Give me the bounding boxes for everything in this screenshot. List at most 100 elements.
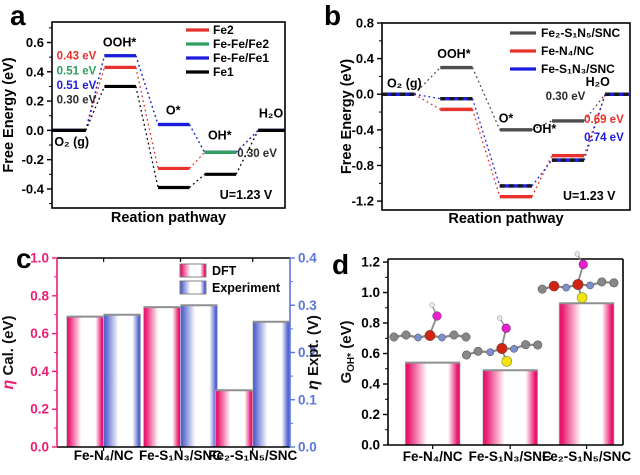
right-tick-label: 0.4: [298, 251, 317, 266]
right-tick-label: 0.1: [298, 392, 317, 407]
legend-label: DFT: [212, 264, 237, 278]
molecule-model-icon: [389, 302, 471, 342]
atom: [548, 280, 560, 292]
y-tick-label: 0.0: [361, 438, 380, 453]
y-tick-label: -0.4: [22, 181, 45, 196]
connector: [471, 67, 501, 131]
connector: [85, 55, 106, 131]
panel-letter-d: d: [332, 249, 350, 280]
atom: [572, 279, 584, 290]
hydrogen-atom: [497, 315, 503, 321]
connector: [583, 94, 606, 161]
molecule-model-icon: [537, 251, 619, 303]
energy-diagram-b: 0.8 0.4 0.0 -0.4 -0.8 -1.2 Free Energy (eV) Rea…: [339, 16, 631, 227]
category-label: Fe₂-S₁N₅/SNC: [542, 449, 631, 464]
y-tick-label: 0.4: [26, 64, 45, 79]
y-tick-label: 0.6: [26, 35, 44, 50]
state-label: H₂O: [586, 75, 611, 89]
hydrogen-atom: [429, 302, 435, 308]
state-label: OH*: [533, 122, 557, 136]
atom: [461, 332, 471, 342]
panel-a: a 0.6 0.4 0.2 0.0 -0.2 -0.4 Free Energy (eV) Re…: [0, 0, 320, 238]
connector: [583, 93, 606, 122]
connector: [531, 159, 553, 187]
oxygen-atom: [578, 259, 588, 270]
connector: [135, 55, 159, 125]
category-label: Fe₂-S₁N₅/SNC: [208, 448, 297, 463]
legend-label: Fe-Fe/Fe2: [213, 37, 269, 51]
y-tick-label: 0.2: [26, 94, 44, 109]
category-label: Fe-S₁N₃/SNC: [139, 448, 222, 463]
x-axis-label: Reation pathway: [111, 210, 226, 226]
atom: [449, 330, 459, 340]
oxygen-atom: [432, 311, 442, 321]
legend-label: Fe-S₁N₃/SNC: [541, 62, 615, 76]
annotation: U=1.23 V: [563, 189, 616, 203]
bar: [180, 304, 218, 448]
bar: [404, 362, 461, 446]
sulfur-atom: [501, 356, 513, 367]
legend-swatch: [179, 280, 207, 295]
atom: [462, 350, 471, 360]
y-tick-label: 0.8: [361, 316, 380, 331]
category-label: Fe-N₄/NC: [74, 448, 134, 463]
connector: [413, 93, 441, 110]
panel-letter-b: b: [324, 0, 342, 31]
y-tick-label: 0.0: [30, 440, 49, 455]
connector: [85, 86, 106, 131]
y-tick-label: 1.0: [30, 251, 49, 266]
bar: [103, 314, 141, 448]
bar-chart-overpotential: 0.0 0.2 0.4 0.6 0.8 1.0 η Cal. (eV) 0.0 0.1 0.2 0.…: [0, 251, 322, 464]
panel-c: c 0.0 0.2 0.4 0.6 0.8 1.0 η Cal. (eV) 0.0 0.1 0.2…: [0, 237, 322, 475]
y-axis-label: Free Energy (eV): [1, 57, 17, 172]
atom: [586, 281, 594, 290]
state-label: O*: [499, 111, 514, 125]
y-tick-label: 0.2: [30, 402, 49, 417]
atom: [473, 346, 483, 356]
energy-diagram-a: 0.6 0.4 0.2 0.0 -0.2 -0.4 Free Energy (eV) Reat…: [1, 21, 286, 226]
annotation: 0.30 eV: [57, 95, 97, 107]
atom: [533, 340, 543, 350]
y-tick-label: 1.0: [361, 285, 380, 300]
annotation: 0.51 eV: [57, 80, 97, 92]
annotation: 0.43 eV: [57, 51, 97, 63]
y-tick-label: -0.8: [352, 158, 374, 173]
atom: [521, 340, 531, 350]
right-tick-label: 0.2: [298, 345, 317, 360]
y-tick-label: -0.4: [352, 122, 375, 137]
connector: [135, 67, 159, 169]
bar: [558, 302, 615, 446]
connector: [189, 173, 206, 188]
right-tick-label: 0.0: [298, 440, 317, 455]
annotation: 0.69 eV: [584, 114, 624, 126]
y-tick-label: -1.2: [352, 194, 374, 209]
connector: [531, 120, 553, 131]
atom: [609, 278, 619, 288]
atom: [562, 283, 571, 292]
y-tick-label: 0.6: [30, 326, 49, 341]
state-label: OOH*: [437, 47, 470, 61]
legend-label: Fe-Fe/Fe1: [213, 51, 269, 65]
hydrogen-atom: [574, 251, 580, 257]
atom: [389, 332, 399, 342]
category-label: Fe-S₁N₃/SNC: [469, 449, 552, 464]
connector: [414, 93, 441, 100]
annotation: 0.51 eV: [57, 65, 97, 77]
category-label: Fe-N₄/NC: [403, 449, 463, 464]
annotation: 0.74 eV: [584, 132, 624, 144]
atom: [414, 333, 422, 342]
panel-b: b 0.8 0.4 0.0 -0.4 -0.8 -1.2 Free Energy (eV) R…: [320, 0, 640, 238]
annotation: 0.30 eV: [546, 91, 586, 103]
bar: [252, 321, 291, 448]
legend-swatch: [179, 263, 207, 278]
panel-letter-c: c: [16, 243, 32, 274]
y-tick-label: 0.4: [356, 51, 375, 66]
bar: [143, 306, 181, 448]
connector: [188, 151, 206, 169]
y-tick-label: 0.0: [26, 123, 44, 138]
x-axis-label: Reation pathway: [448, 211, 563, 227]
y-tick-label: 0.4: [30, 364, 49, 379]
bar: [215, 390, 254, 448]
plot-frame: [51, 21, 286, 209]
